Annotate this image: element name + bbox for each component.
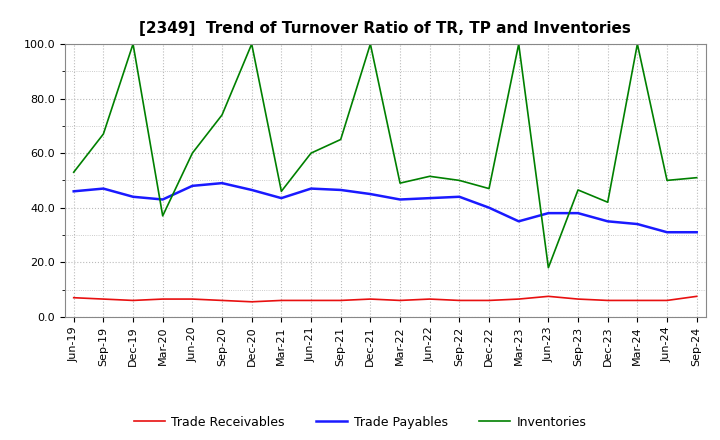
Trade Payables [307, 186, 315, 191]
Inventories [574, 187, 582, 193]
Inventories [603, 200, 612, 205]
Trade Receivables [603, 298, 612, 303]
Legend: Trade Receivables, Trade Payables, Inventories: Trade Receivables, Trade Payables, Inven… [129, 411, 591, 434]
Trade Receivables [69, 295, 78, 301]
Inventories [99, 132, 108, 137]
Line: Trade Receivables: Trade Receivables [73, 297, 697, 302]
Trade Payables [514, 219, 523, 224]
Trade Receivables [485, 298, 493, 303]
Trade Payables [603, 219, 612, 224]
Inventories [633, 41, 642, 47]
Inventories [544, 265, 553, 270]
Trade Receivables [248, 299, 256, 304]
Inventories [217, 112, 226, 117]
Trade Payables [99, 186, 108, 191]
Trade Receivables [366, 297, 374, 302]
Inventories [188, 150, 197, 156]
Trade Payables [188, 183, 197, 188]
Line: Trade Payables: Trade Payables [73, 183, 697, 232]
Trade Receivables [188, 297, 197, 302]
Trade Payables [662, 230, 671, 235]
Trade Payables [693, 230, 701, 235]
Inventories [129, 41, 138, 47]
Inventories [366, 41, 374, 47]
Trade Receivables [336, 298, 345, 303]
Inventories [277, 189, 286, 194]
Trade Payables [485, 205, 493, 210]
Trade Receivables [514, 297, 523, 302]
Inventories [396, 180, 405, 186]
Trade Payables [455, 194, 464, 199]
Trade Receivables [158, 297, 167, 302]
Trade Payables [129, 194, 138, 199]
Inventories [248, 41, 256, 47]
Trade Payables [633, 221, 642, 227]
Trade Payables [336, 187, 345, 193]
Trade Receivables [307, 298, 315, 303]
Trade Payables [248, 187, 256, 193]
Trade Receivables [217, 298, 226, 303]
Trade Payables [396, 197, 405, 202]
Trade Receivables [99, 297, 108, 302]
Trade Receivables [693, 294, 701, 299]
Title: [2349]  Trend of Turnover Ratio of TR, TP and Inventories: [2349] Trend of Turnover Ratio of TR, TP… [139, 21, 631, 36]
Trade Receivables [426, 297, 434, 302]
Trade Payables [277, 195, 286, 201]
Trade Payables [69, 189, 78, 194]
Trade Payables [366, 191, 374, 197]
Inventories [158, 213, 167, 219]
Trade Receivables [662, 298, 671, 303]
Trade Payables [217, 180, 226, 186]
Trade Payables [574, 210, 582, 216]
Trade Receivables [574, 297, 582, 302]
Trade Receivables [129, 298, 138, 303]
Trade Receivables [633, 298, 642, 303]
Inventories [485, 186, 493, 191]
Line: Inventories: Inventories [73, 44, 697, 268]
Trade Payables [426, 195, 434, 201]
Inventories [662, 178, 671, 183]
Trade Receivables [277, 298, 286, 303]
Trade Receivables [396, 298, 405, 303]
Inventories [426, 174, 434, 179]
Trade Payables [544, 210, 553, 216]
Inventories [514, 41, 523, 47]
Inventories [455, 178, 464, 183]
Trade Receivables [455, 298, 464, 303]
Inventories [336, 137, 345, 142]
Inventories [693, 175, 701, 180]
Inventories [69, 169, 78, 175]
Trade Receivables [544, 294, 553, 299]
Inventories [307, 150, 315, 156]
Trade Payables [158, 197, 167, 202]
